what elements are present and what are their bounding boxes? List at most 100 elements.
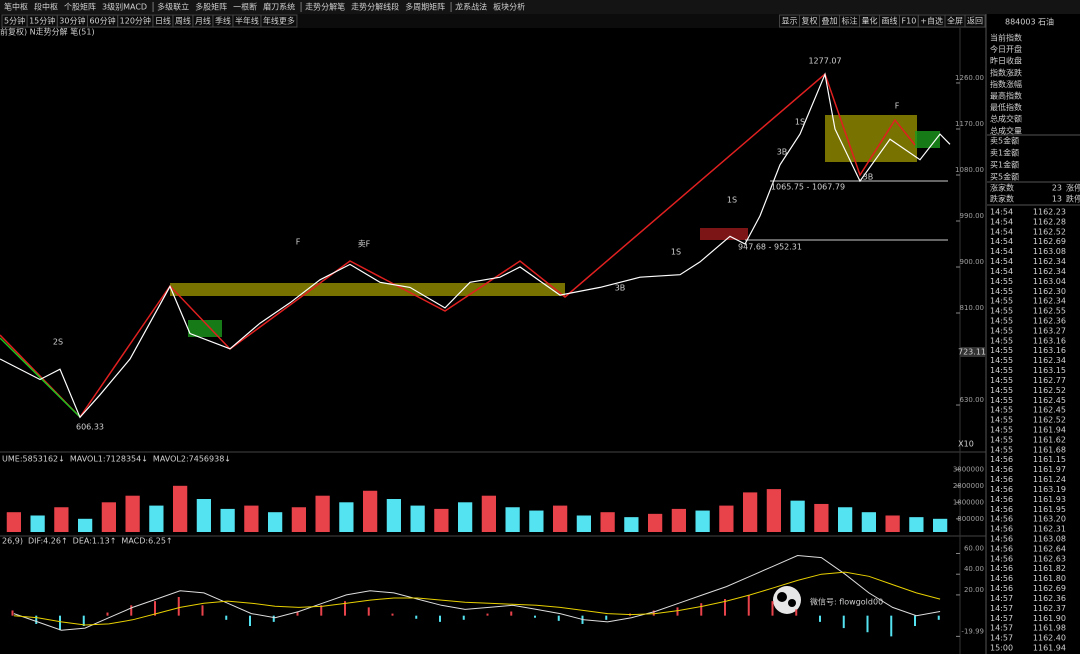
tick-time: 14:57 [990,604,1013,613]
tick-time: 14:55 [990,297,1013,306]
toolbar-button[interactable]: 标注 [842,16,858,26]
tick-time: 14:55 [990,435,1013,444]
toolbar-button[interactable]: +自选 [920,16,943,26]
volume-bar [315,495,330,532]
toolbar-button[interactable]: 叠加 [822,16,838,26]
macd-bar [866,615,869,633]
volume-bar [291,507,306,532]
tick-time: 14:56 [990,465,1013,474]
menu-item[interactable]: 个股矩阵 [64,2,96,12]
breadth-extra: 涨停 [1066,183,1080,193]
period-tab[interactable]: 15分钟 [29,16,55,26]
volume-bar [78,518,93,532]
quote-label: 总成交量 [990,125,1022,135]
toolbar-button[interactable]: F10 [902,17,917,26]
tick-time: 14:54 [990,247,1013,256]
volume-bar [553,505,568,532]
menu-item[interactable]: 走势分解线段 [351,2,399,12]
period-tab[interactable]: 日线 [155,16,171,26]
period-tab-frame [260,14,298,28]
order-label: 卖1金额 [990,148,1019,158]
tick-price: 1162.52 [1033,386,1066,395]
period-tab[interactable]: 5分钟 [4,16,25,26]
tick-price: 1162.34 [1033,267,1066,276]
quote-label: 今日开盘 [990,44,1022,54]
period-tab[interactable]: 季线 [215,16,231,26]
menu-bar [0,0,1080,14]
annotation: 606.33 [76,423,104,432]
y-tick-label: 3800000 [953,465,984,473]
quote-label: 指数涨幅 [990,79,1022,89]
macd-bar [842,615,845,629]
menu-item[interactable]: 走势分解笔 [305,2,345,12]
tick-price: 1161.93 [1033,495,1066,504]
tick-time: 14:56 [990,554,1013,563]
macd-bar [154,601,156,616]
period-tab[interactable]: 周线 [175,16,191,26]
quote-label: 总成交额 [990,114,1022,124]
tick-time: 14:55 [990,376,1013,385]
macd-bar [676,607,679,616]
menu-item[interactable]: 笔中枢 [4,2,28,12]
tick-time: 14:55 [990,346,1013,355]
volume-bar [481,495,496,532]
menu-item[interactable]: 多股矩阵 [195,2,227,12]
tick-time: 14:54 [990,208,1013,217]
period-tab[interactable]: 月线 [195,16,211,26]
y-tick-label: 1170.00 [955,120,984,128]
menu-item[interactable]: 磨刀系统 [263,2,295,12]
tick-price: 1161.94 [1033,644,1066,653]
tick-price: 1162.30 [1033,287,1066,296]
period-tab[interactable]: 年线更多 [263,16,295,26]
macd-line [13,554,941,631]
quote-label: 当前指数 [990,33,1022,43]
menu-item[interactable]: 一根断 [233,2,257,12]
tick-price: 1163.16 [1033,346,1066,355]
tick-time: 14:54 [990,267,1013,276]
tick-price: 1161.82 [1033,564,1066,573]
volume-bar [173,485,188,532]
macd-bar [700,603,703,616]
pivot-box [825,115,917,162]
period-tab[interactable]: 120分钟 [120,16,151,26]
macd-bar [177,597,180,616]
toolbar-button[interactable]: 全屏 [947,16,963,26]
toolbar-button[interactable]: 返回 [967,17,983,26]
tick-time: 14:56 [990,475,1013,484]
tick-price: 1162.63 [1033,554,1066,563]
tick-price: 1161.68 [1033,445,1066,454]
y-tick-label: -19.99 [961,627,984,635]
y-tick-label: 630.00 [960,396,985,404]
tick-price: 1163.04 [1033,277,1066,286]
toolbar-button[interactable]: 显示 [782,17,798,26]
menu-item[interactable]: 段中枢 [34,2,58,12]
quote-label: 最高指数 [990,91,1022,101]
volume-bar [339,502,354,532]
volume-bar [30,515,45,532]
toolbar-button[interactable]: 复权 [802,16,818,26]
period-tab[interactable]: 30分钟 [59,16,85,26]
tick-price: 1162.55 [1033,307,1066,316]
volume-legend: MAVOL1:7128354↓ [70,455,148,464]
macd-bar [937,615,940,620]
menu-item[interactable]: 多周期矩阵 [405,2,445,12]
menu-item[interactable]: 多级联立 [157,2,189,12]
tick-price: 1161.95 [1033,505,1066,514]
tick-time: 14:55 [990,326,1013,335]
tick-price: 1162.52 [1033,227,1066,236]
period-tab[interactable]: 60分钟 [89,16,115,26]
tick-time: 14:56 [990,535,1013,544]
period-tab[interactable]: 半年线 [235,16,259,26]
menu-item[interactable]: 板块分析 [493,2,525,12]
toolbar-button[interactable]: 量化 [862,16,878,26]
tick-time: 14:55 [990,426,1013,435]
menu-item[interactable]: 3级别MACD [102,2,147,12]
macd-bar [82,615,85,627]
menu-item[interactable]: 龙系战法 [455,2,487,12]
price-line [0,72,951,419]
toolbar-button[interactable]: 画线 [882,16,898,26]
tick-time: 14:56 [990,515,1013,524]
tick-time: 14:57 [990,634,1013,643]
order-label: 卖5金额 [990,136,1019,146]
